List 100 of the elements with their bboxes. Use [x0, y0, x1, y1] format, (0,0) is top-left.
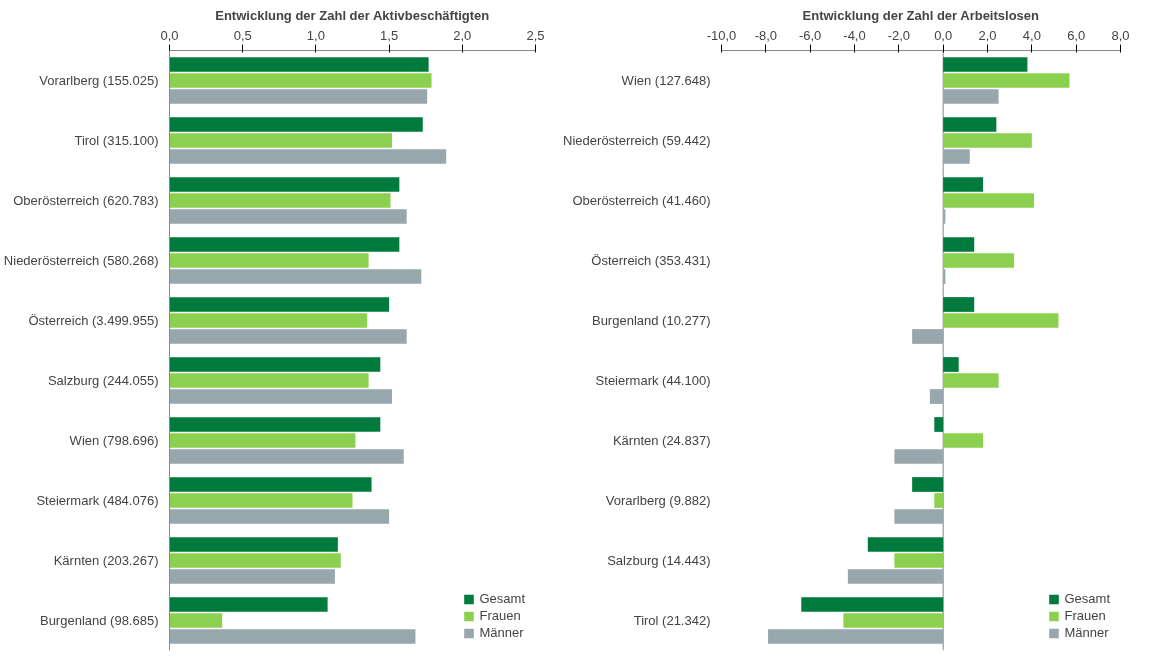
bar: [169, 89, 428, 104]
bar: [943, 373, 999, 388]
bar: [943, 313, 1059, 328]
y-tick-label: Niederösterreich (580.268): [3, 253, 159, 268]
bar: [169, 209, 407, 224]
y-tick-label: Kärnten (24.837): [612, 433, 711, 448]
x-tick-label: -10,0: [706, 27, 737, 43]
bar: [169, 73, 432, 88]
bar: [169, 313, 368, 328]
legend-label: Frauen: [479, 608, 521, 623]
x-tick-label: 0,0: [934, 27, 953, 43]
bar: [929, 389, 944, 404]
bar: [943, 253, 1015, 268]
bar: [169, 449, 404, 464]
x-tick-label: -8,0: [754, 27, 778, 43]
bar: [169, 237, 400, 252]
bar: [943, 133, 1032, 148]
y-tick-label: Vorarlberg (9.882): [605, 493, 711, 508]
bar: [169, 477, 372, 492]
y-tick-label: Burgenland (10.277): [591, 313, 711, 328]
y-tick-label: Oberösterreich (41.460): [572, 193, 711, 208]
bar: [169, 553, 341, 568]
bar: [943, 433, 984, 448]
x-tick-label: -2,0: [887, 27, 911, 43]
bar: [169, 297, 390, 312]
y-tick-label: Tirol (315.100): [74, 133, 159, 148]
bar: [943, 209, 946, 224]
y-tick-label: Salzburg (244.055): [47, 373, 159, 388]
bar: [169, 597, 328, 612]
bar: [943, 357, 959, 372]
x-tick-label: 4,0: [1022, 27, 1041, 43]
x-tick-label: 2,0: [453, 27, 472, 43]
y-tick-label: Kärnten (203.267): [53, 553, 159, 568]
bar: [169, 417, 381, 432]
bar: [943, 117, 997, 132]
legend-label: Frauen: [1064, 608, 1106, 623]
x-tick-label: 1,0: [306, 27, 325, 43]
bar: [943, 193, 1035, 208]
bar: [169, 57, 429, 72]
chart-title: Entwicklung der Zahl der Aktivbeschäftigten: [215, 7, 490, 23]
bar: [169, 629, 416, 644]
bar: [169, 357, 381, 372]
chart-title: Entwicklung der Zahl der Arbeitslosen: [802, 7, 1040, 23]
x-tick-label: 0,0: [160, 27, 179, 43]
bar: [169, 193, 391, 208]
bar: [943, 89, 999, 104]
bar: [894, 509, 944, 524]
bar: [912, 477, 944, 492]
x-tick-label: -4,0: [843, 27, 866, 43]
y-tick-label: Burgenland (98.685): [39, 613, 159, 628]
bar: [843, 613, 944, 628]
bar: [169, 433, 356, 448]
bar: [169, 149, 447, 164]
bar: [943, 297, 975, 312]
bar: [169, 569, 335, 584]
legend-label: Männer: [479, 625, 524, 640]
bar: [867, 537, 944, 552]
bar: [169, 133, 393, 148]
bar: [169, 493, 353, 508]
y-tick-label: Vorarlberg (155.025): [39, 73, 159, 88]
bar: [169, 117, 423, 132]
x-tick-label: 6,0: [1067, 27, 1086, 43]
bar: [847, 569, 944, 584]
y-tick-label: Österreich (353.431): [591, 253, 711, 268]
bar: [169, 269, 422, 284]
y-tick-label: Niederösterreich (59.442): [563, 133, 711, 148]
bar: [934, 493, 944, 508]
x-tick-label: 1,5: [380, 27, 399, 43]
bar: [169, 613, 223, 628]
bar: [169, 253, 369, 268]
x-tick-label: -6,0: [798, 27, 822, 43]
y-tick-label: Tirol (21.342): [633, 613, 711, 628]
bar: [943, 177, 984, 192]
bar: [169, 389, 393, 404]
legend-label: Männer: [1064, 625, 1109, 640]
bar: [169, 537, 338, 552]
bar: [169, 329, 407, 344]
x-tick-label: 0,5: [233, 27, 252, 43]
bar: [943, 57, 1028, 72]
legend-label: Gesamt: [1064, 591, 1110, 606]
x-tick-label: 8,0: [1111, 27, 1130, 43]
x-tick-label: 2,0: [978, 27, 997, 43]
y-tick-label: Österreich (3.499.955): [28, 313, 159, 328]
bar: [943, 149, 970, 164]
y-tick-label: Wien (798.696): [69, 433, 159, 448]
y-tick-label: Wien (127.648): [621, 73, 711, 88]
bar: [169, 509, 390, 524]
y-tick-label: Salzburg (14.443): [607, 553, 711, 568]
bar: [943, 73, 1070, 88]
y-tick-label: Steiermark (44.100): [595, 373, 711, 388]
y-tick-label: Steiermark (484.076): [36, 493, 159, 508]
bar: [801, 597, 944, 612]
y-tick-label: Oberösterreich (620.783): [13, 193, 159, 208]
bar: [169, 177, 400, 192]
bar: [934, 417, 944, 432]
x-tick-label: 2,5: [526, 27, 545, 43]
bar: [169, 373, 369, 388]
legend-label: Gesamt: [479, 591, 525, 606]
bar: [894, 553, 944, 568]
bar: [912, 329, 944, 344]
